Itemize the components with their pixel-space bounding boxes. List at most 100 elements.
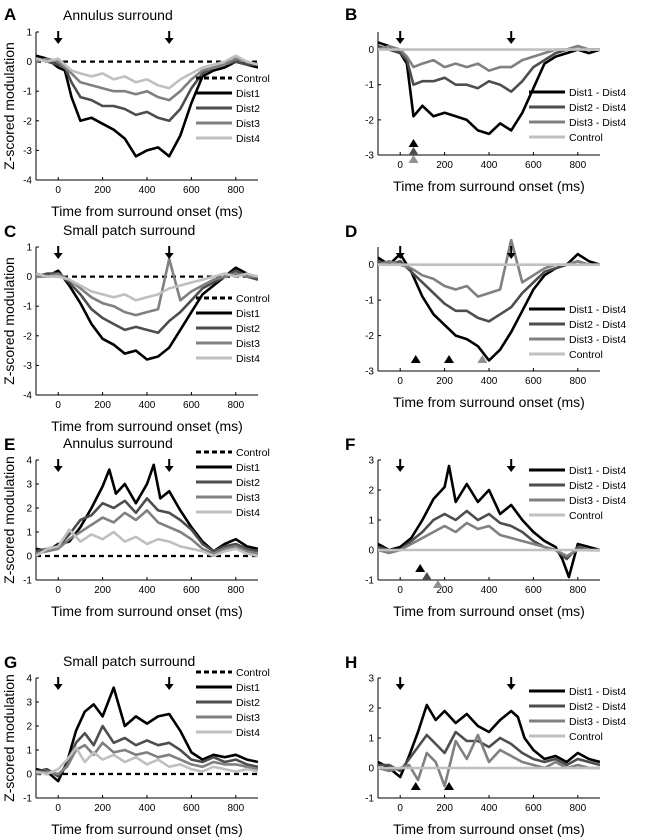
y-tick-label: 0	[26, 552, 32, 563]
down-arrow-icon	[53, 466, 63, 472]
series-line-dist2-dist4	[378, 509, 600, 561]
series-line-dist1	[36, 54, 258, 158]
series-line-dist1	[36, 686, 258, 783]
down-arrow-icon	[53, 253, 63, 259]
panel-title: Small patch surround	[63, 653, 195, 669]
legend-label: Dist3 - Dist4	[569, 334, 626, 346]
y-tick-label: 1	[26, 528, 32, 539]
y-tick-label: -3	[23, 361, 32, 372]
legend-label: Dist1	[236, 462, 260, 474]
y-tick-label: -1	[365, 296, 374, 307]
series-line-dist1-dist4	[378, 464, 600, 579]
legend-label: Dist2	[236, 103, 260, 115]
significance-triangle-icon	[415, 564, 426, 572]
legend-label: Dist2 - Dist4	[569, 701, 626, 713]
y-tick-label: 1	[368, 516, 374, 527]
x-axis-label: Time from surround onset (ms)	[393, 603, 585, 619]
significance-triangle-icon	[410, 355, 421, 363]
legend-label: Control	[569, 349, 603, 361]
panel-g: G Small patch surround 0 200 400 600 800 -1 0 1 2 3…	[1, 653, 270, 837]
panel-a: A Annulus surround 0 200 400 600 800 -4 -3 -2 -1 0 1…	[1, 5, 270, 219]
x-tick-label: 0	[397, 376, 403, 387]
x-tick-label: 400	[481, 160, 498, 171]
y-tick-label: -1	[365, 794, 374, 805]
significance-triangle-icon	[410, 782, 421, 790]
series-line-dist4	[36, 54, 258, 90]
x-tick-label: 800	[227, 400, 244, 411]
panel-title: Small patch surround	[63, 222, 195, 238]
y-tick-label: -3	[365, 367, 374, 378]
y-tick-label: 2	[26, 504, 32, 515]
x-axis-label: Time from surround onset (ms)	[393, 394, 585, 410]
x-axis-label: Time from surround onset (ms)	[51, 821, 243, 837]
series-line-dist3-dist4	[378, 521, 600, 558]
y-axis-label: Z-scored modulation	[1, 42, 17, 170]
down-arrow-icon	[164, 684, 174, 690]
y-tick-label: -2	[23, 331, 32, 342]
x-tick-label: 600	[183, 803, 200, 814]
y-tick-label: 0	[26, 272, 32, 283]
legend-label: Dist1 - Dist4	[569, 686, 626, 698]
legend-label: Dist2 - Dist4	[569, 319, 626, 331]
y-tick-label: 3	[26, 698, 32, 709]
y-tick-label: 4	[26, 674, 32, 685]
series-line-dist2-dist4	[378, 730, 600, 773]
y-tick-label: -1	[23, 302, 32, 313]
down-arrow-icon	[395, 466, 405, 472]
series-line-dist3-dist4	[378, 733, 600, 788]
y-tick-label: 3	[368, 456, 374, 467]
legend-label: Dist3	[236, 118, 260, 130]
panel-label: D	[345, 222, 357, 241]
legend-label: Control	[569, 510, 603, 522]
y-tick-label: -4	[23, 391, 32, 402]
x-tick-label: 400	[139, 803, 156, 814]
panel-label: E	[4, 435, 15, 454]
y-tick-label: 2	[26, 722, 32, 733]
y-tick-label: 0	[26, 57, 32, 68]
legend-label: Control	[236, 73, 270, 85]
series-line-dist1-dist4	[378, 703, 600, 779]
y-axis-label: Z-scored modulation	[1, 257, 17, 385]
y-tick-label: -1	[365, 576, 374, 587]
x-tick-label: 0	[55, 585, 61, 596]
legend-label: Dist1 - Dist4	[569, 465, 626, 477]
panel-label: C	[4, 222, 16, 241]
legend-label: Dist1 - Dist4	[569, 304, 626, 316]
x-tick-label: 400	[139, 585, 156, 596]
x-tick-label: 200	[436, 160, 453, 171]
x-tick-label: 200	[436, 376, 453, 387]
series-line-dist3-dist4	[378, 239, 600, 298]
legend-label: Dist1	[236, 682, 260, 694]
down-arrow-icon	[164, 466, 174, 472]
x-tick-label: 0	[55, 803, 61, 814]
y-tick-label: 1	[26, 746, 32, 757]
x-tick-label: 0	[55, 400, 61, 411]
down-arrow-icon	[53, 38, 63, 44]
x-axis-label: Time from surround onset (ms)	[51, 418, 243, 434]
panel-label: H	[345, 653, 357, 672]
legend-label: Dist3	[236, 338, 260, 350]
x-tick-label: 600	[183, 585, 200, 596]
panel-e: E Annulus surround 0 200 400 600 800 -1 0 1 2 3 4 Tim…	[1, 435, 270, 619]
x-axis-label: Time from surround onset (ms)	[51, 203, 243, 219]
legend-label: Dist1	[236, 88, 260, 100]
legend-label: Control	[236, 667, 270, 679]
legend-label: Dist3 - Dist4	[569, 716, 626, 728]
down-arrow-icon	[164, 38, 174, 44]
x-tick-label: 600	[525, 585, 542, 596]
x-tick-label: 800	[569, 160, 586, 171]
x-tick-label: 0	[397, 160, 403, 171]
significance-triangle-icon	[408, 139, 419, 147]
y-tick-label: -1	[365, 80, 374, 91]
series-line-dist3	[36, 509, 258, 555]
x-tick-label: 800	[227, 803, 244, 814]
panel-label: G	[4, 653, 17, 672]
x-tick-label: 200	[94, 585, 111, 596]
y-tick-label: 1	[26, 243, 32, 254]
y-tick-label: -2	[365, 331, 374, 342]
y-tick-label: -2	[365, 115, 374, 126]
y-tick-label: 2	[368, 486, 374, 497]
legend-label: Control	[569, 731, 603, 743]
x-tick-label: 200	[436, 585, 453, 596]
